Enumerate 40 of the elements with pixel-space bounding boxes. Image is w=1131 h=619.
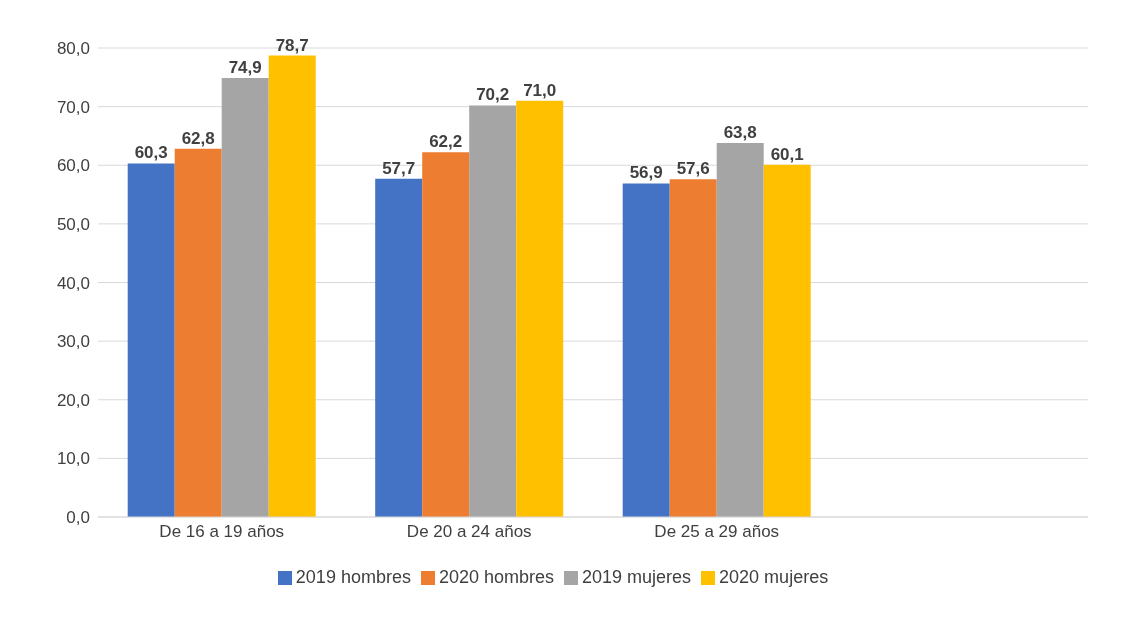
legend-label: 2020 hombres — [438, 567, 554, 587]
legend-label: 2019 hombres — [295, 567, 411, 587]
data-label: 56,9 — [629, 163, 663, 183]
data-label: 74,9 — [228, 57, 262, 77]
y-tick-label: 10,0 — [56, 449, 90, 469]
bar — [221, 77, 269, 517]
data-label: 71,0 — [523, 80, 557, 100]
data-label: 60,1 — [770, 144, 804, 164]
x-tick-label: De 16 a 19 años — [159, 522, 285, 542]
bar — [174, 148, 222, 517]
bar — [763, 164, 811, 517]
data-label: 57,6 — [676, 159, 710, 179]
bar — [268, 55, 316, 517]
bar — [127, 163, 175, 517]
bar — [516, 100, 564, 517]
bar — [622, 183, 670, 517]
data-label: 62,8 — [181, 128, 215, 148]
y-tick-label: 50,0 — [56, 214, 90, 234]
bar — [375, 178, 423, 517]
data-label: 60,3 — [134, 143, 168, 163]
data-label: 57,7 — [382, 158, 416, 178]
y-tick-label: 60,0 — [56, 156, 90, 176]
legend-label: 2019 mujeres — [582, 567, 692, 587]
y-tick-label: 30,0 — [56, 332, 90, 352]
x-tick-label: De 20 a 24 años — [406, 522, 532, 542]
bar — [669, 179, 717, 517]
y-tick-label: 20,0 — [56, 390, 90, 410]
y-tick-label: 70,0 — [56, 97, 90, 117]
data-label: 62,2 — [429, 132, 463, 152]
bar — [469, 105, 517, 517]
x-tick-label: De 25 a 29 años — [654, 522, 780, 542]
legend-label: 2020 mujeres — [719, 567, 829, 587]
y-tick-label: 0,0 — [66, 508, 90, 528]
y-tick-label: 40,0 — [56, 273, 90, 293]
y-tick-label: 80,0 — [56, 39, 90, 59]
data-label: 70,2 — [476, 85, 510, 105]
bar — [422, 152, 470, 517]
bar — [716, 142, 764, 517]
data-label: 63,8 — [723, 122, 757, 142]
data-label: 78,7 — [275, 35, 309, 55]
